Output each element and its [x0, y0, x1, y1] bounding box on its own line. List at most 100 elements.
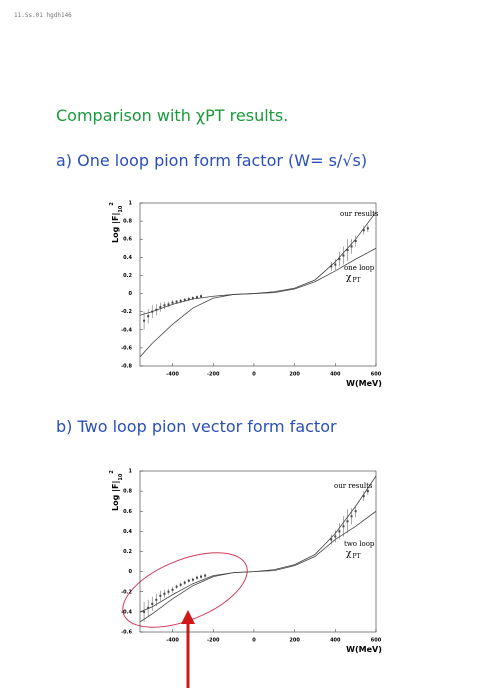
annotation: two loop — [344, 540, 375, 548]
data-point — [175, 300, 178, 303]
data-point — [187, 579, 190, 582]
data-point — [151, 310, 154, 313]
x-tick-label: 0 — [252, 638, 256, 644]
plot-frame — [139, 202, 377, 367]
data-point — [151, 602, 154, 605]
data-point — [147, 606, 150, 609]
y-tick-label: 0.4 — [123, 255, 132, 261]
header-code: 11.Ss.01 hgdh146 — [14, 12, 72, 19]
data-point — [200, 295, 203, 298]
x-tick-label: 200 — [289, 372, 300, 378]
data-point — [346, 249, 349, 252]
y-tick-label: 1 — [129, 469, 133, 475]
data-point — [147, 315, 150, 318]
annotation-symbol: χ — [346, 549, 352, 559]
x-tick-label: 200 — [289, 638, 300, 644]
y-tick-label: -0.8 — [121, 364, 132, 370]
annotation-subscript: PT — [352, 553, 360, 560]
data-point — [163, 592, 166, 595]
data-point — [179, 583, 182, 586]
data-point — [334, 263, 337, 266]
section-heading: a) One loop pion form factor (W= s/√s) — [56, 151, 368, 170]
data-point — [171, 588, 174, 591]
annotation: χPT — [346, 549, 361, 560]
annotation: χPT — [346, 273, 361, 284]
data-point — [159, 306, 162, 309]
data-point — [143, 610, 146, 613]
curve — [139, 247, 377, 358]
data-point — [175, 585, 178, 588]
x-tick-label: -200 — [207, 372, 220, 378]
y-label-main: Log |F| — [111, 213, 120, 243]
y-axis-label: Log |F|102 — [109, 470, 124, 511]
x-tick-label: 400 — [330, 372, 341, 378]
y-tick-label: -0.4 — [121, 327, 132, 333]
data-point — [183, 298, 186, 301]
y-tick-label: -0.6 — [121, 630, 132, 636]
y-tick-label: -0.2 — [121, 309, 132, 315]
data-point — [346, 520, 349, 523]
data-point — [354, 510, 357, 513]
y-tick-label: 0.6 — [123, 237, 132, 243]
data-point — [366, 490, 369, 493]
data-point — [350, 515, 353, 518]
curve — [139, 475, 377, 613]
data-point — [354, 240, 357, 243]
x-tick-label: 400 — [330, 638, 341, 644]
arrow-head — [181, 610, 195, 624]
y-tick-label: -0.2 — [121, 589, 132, 595]
data-point — [334, 535, 337, 538]
data-point — [330, 265, 333, 268]
y-tick-label: 0.6 — [123, 509, 132, 515]
highlight-ellipse — [122, 552, 248, 628]
data-point — [338, 258, 341, 261]
data-point — [338, 530, 341, 533]
data-point — [362, 229, 365, 232]
data-point — [155, 308, 158, 311]
data-point — [159, 594, 162, 597]
annotation: one loop — [344, 264, 375, 272]
data-point — [350, 245, 353, 248]
x-tick-label: 600 — [371, 638, 382, 644]
data-point — [195, 576, 198, 579]
data-point — [191, 578, 194, 581]
x-tick-label: 0 — [252, 372, 256, 378]
y-label-sup: 2 — [109, 202, 115, 206]
curve — [139, 510, 377, 623]
data-point — [362, 495, 365, 498]
data-point — [143, 319, 146, 322]
x-axis-label: W(MeV) — [346, 379, 382, 388]
data-point — [167, 303, 170, 306]
y-label-sub: 10 — [118, 473, 124, 480]
data-point — [171, 301, 174, 304]
annotation-subscript: PT — [352, 277, 360, 284]
data-point — [342, 525, 345, 528]
annotation: our results — [340, 210, 379, 218]
x-axis-label: W(MeV) — [346, 645, 382, 654]
x-tick-label: -400 — [166, 372, 179, 378]
y-tick-label: 0.2 — [123, 549, 132, 555]
data-point — [366, 227, 369, 230]
data-point — [342, 254, 345, 257]
y-tick-label: 0 — [129, 291, 133, 297]
section-heading: b) Two loop pion vector form factor — [56, 417, 337, 436]
data-point — [187, 297, 190, 300]
y-label-sub: 10 — [118, 205, 124, 212]
y-tick-label: 1 — [129, 201, 133, 207]
data-point — [191, 297, 194, 300]
y-tick-label: 0.2 — [123, 273, 132, 279]
y-tick-label: 0.8 — [123, 219, 132, 225]
data-point — [179, 299, 182, 302]
data-point — [204, 574, 207, 577]
curve — [139, 211, 377, 316]
y-label-sup: 2 — [109, 470, 115, 474]
y-label-main: Log |F| — [111, 481, 120, 511]
y-axis-label: Log |F|102 — [109, 202, 124, 243]
x-tick-label: -400 — [166, 638, 179, 644]
annotation: our results — [334, 482, 373, 490]
data-point — [330, 538, 333, 541]
data-point — [200, 575, 203, 578]
y-tick-label: -0.6 — [121, 345, 132, 351]
